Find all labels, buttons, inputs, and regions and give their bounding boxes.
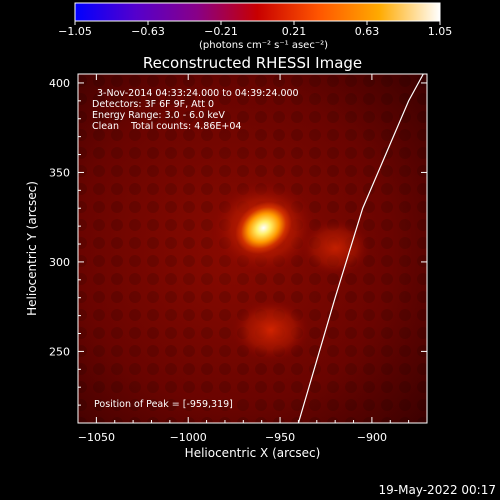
colorbar-tick-label: 0.21 xyxy=(282,25,307,38)
timestamp: 19-May-2022 00:17 xyxy=(379,483,496,497)
solar-limb-curve xyxy=(297,74,424,423)
y-tick-label: 400 xyxy=(49,77,70,90)
colorbar-tick-label: 0.63 xyxy=(355,25,380,38)
peak-position-label: Position of Peak = [-959,319] xyxy=(94,399,233,410)
colorbar-tick-label: −0.63 xyxy=(131,25,165,38)
info-line: 3-Nov-2014 04:33:24.000 to 04:39:24.000 xyxy=(97,88,299,99)
colorbar-tick-label: −1.05 xyxy=(58,25,92,38)
plot-area: −1050 −1000 −950 −900 250 300 350 400 3-Nov-20… xyxy=(49,73,428,444)
plot-title: Reconstructed RHESSI Image xyxy=(143,54,362,72)
x-tick-label: −1000 xyxy=(170,431,207,444)
x-tick-label: −1050 xyxy=(78,431,115,444)
y-tick-label: 350 xyxy=(49,166,70,179)
plot-frame xyxy=(77,73,428,424)
colorbar-unit-label: (photons cm⁻² s⁻¹ asec⁻²) xyxy=(199,40,328,51)
colorbar-tick-label: −0.21 xyxy=(204,25,238,38)
emission-peak-source xyxy=(235,201,292,255)
emission-source xyxy=(299,218,372,277)
x-axis-title: Heliocentric X (arcsec) xyxy=(185,446,321,460)
info-block: 3-Nov-2014 04:33:24.000 to 04:39:24.000D… xyxy=(92,88,299,132)
colorbar: −1.05 −0.63 −0.21 0.21 0.63 1.05 (photons cm⁻… xyxy=(58,2,453,51)
y-tick-label: 250 xyxy=(49,345,70,358)
info-line: Energy Range: 3.0 - 6.0 keV xyxy=(92,110,225,121)
colorbar-gradient xyxy=(74,2,441,22)
colorbar-tick-label: 1.05 xyxy=(428,25,453,38)
info-line: Detectors: 3F 6F 9F, Att 0 xyxy=(92,99,214,110)
y-tick-label: 300 xyxy=(49,256,70,269)
y-axis-title: Heliocentric Y (arcsec) xyxy=(25,181,39,316)
info-line: Clean Total counts: 4.86E+04 xyxy=(92,121,241,132)
emission-source xyxy=(230,297,311,362)
x-tick-label: −950 xyxy=(265,431,295,444)
x-tick-label: −900 xyxy=(357,431,387,444)
